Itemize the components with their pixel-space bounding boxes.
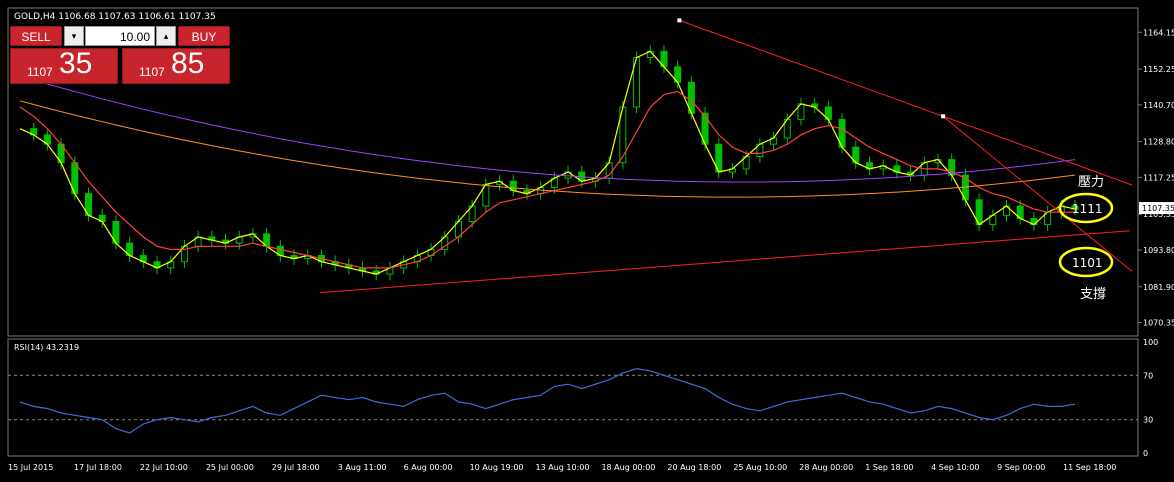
buy-price-prefix: 1107 (139, 65, 165, 79)
rsi-tick-label: 70 (1143, 371, 1153, 380)
rsi-chart-frame (7, 338, 1139, 457)
lot-size-input[interactable]: 10.00 (85, 26, 155, 46)
support-trendline (319, 230, 1131, 294)
price-tick-label: 1070.35 (1143, 319, 1174, 328)
time-axis-label: 3 Aug 11:00 (338, 463, 387, 472)
long-ma-line (19, 100, 1076, 198)
time-axis-label: 29 Jul 18:00 (272, 463, 320, 472)
sell-button[interactable]: SELL (10, 26, 62, 46)
long-ma-line (19, 75, 1076, 183)
time-axis-label: 4 Sep 10:00 (931, 463, 979, 472)
price-tick-label: 1140.70 (1143, 101, 1174, 110)
current-price-box (1139, 202, 1174, 215)
rsi-tick-label: 100 (1143, 338, 1158, 347)
price-series-line (19, 50, 1076, 275)
rsi-tick-label: 30 (1143, 416, 1153, 425)
current-price-label: 1107.35 (1142, 204, 1174, 213)
time-axis-label: 6 Aug 00:00 (404, 463, 453, 472)
time-axis-label: 9 Sep 00:00 (997, 463, 1045, 472)
resistance-trendline (679, 19, 1133, 186)
sell-price-pips: 35 (59, 47, 93, 80)
time-axis-label: 17 Jul 18:00 (74, 463, 122, 472)
support-label: 支撐 (1080, 287, 1106, 302)
time-axis-label: 20 Aug 18:00 (667, 463, 721, 472)
support-ellipse (1058, 246, 1114, 278)
price-tick-label: 1128.80 (1143, 138, 1174, 147)
price-tick-label: 1105.35 (1143, 210, 1174, 219)
time-axis-label: 1 Sep 18:00 (865, 463, 913, 472)
price-series-line (19, 90, 1075, 269)
rsi-title: RSI(14) 43.2319 (14, 343, 79, 352)
main-chart-frame (7, 7, 1139, 337)
time-axis-label: 10 Aug 19:00 (470, 463, 524, 472)
time-axis-label: 25 Aug 10:00 (733, 463, 787, 472)
lot-increase-icon[interactable]: ▴ (156, 26, 176, 46)
time-axis-label: 15 Jul 2015 (8, 463, 53, 472)
buy-price-pips: 85 (171, 47, 205, 80)
buy-button[interactable]: BUY (178, 26, 230, 46)
resistance-trendline (942, 115, 1133, 272)
time-axis-label: 11 Sep 18:00 (1063, 463, 1116, 472)
sell-price-box[interactable]: 1107 35 (10, 47, 118, 84)
chart-symbol-label: GOLD,H4 1106.68 1107.63 1106.61 1107.35 (14, 12, 216, 22)
resistance-label: 壓力 (1078, 175, 1104, 190)
rsi-line (19, 367, 1076, 434)
time-axis-label: 25 Jul 00:00 (206, 463, 254, 472)
price-tick-label: 1117.25 (1143, 173, 1174, 182)
rsi-tick-label: 0 (1143, 449, 1148, 458)
resistance-ellipse (1058, 192, 1114, 224)
time-axis-label: 18 Aug 00:00 (601, 463, 655, 472)
sell-price-prefix: 1107 (27, 65, 53, 79)
support-value: 1101 (1072, 256, 1103, 270)
resistance-value: 1111 (1072, 202, 1103, 216)
price-tick-label: 1152.25 (1143, 65, 1174, 74)
trendline-anchor (677, 18, 682, 23)
price-tick-label: 1081.90 (1143, 283, 1174, 292)
price-tick-label: 1164.15 (1143, 28, 1174, 37)
price-tick-label: 1093.80 (1143, 246, 1174, 255)
candle-body (1071, 205, 1079, 210)
buy-price-box[interactable]: 1107 85 (122, 47, 230, 84)
lot-decrease-icon[interactable]: ▾ (64, 26, 84, 46)
trendline-anchor (941, 114, 946, 119)
time-axis-label: 28 Aug 00:00 (799, 463, 853, 472)
time-axis-label: 22 Jul 10:00 (140, 463, 188, 472)
one-click-trading-panel: SELL ▾ 10.00 ▴ BUY 1107 35 1107 85 (10, 26, 230, 84)
time-axis-label: 13 Aug 10:00 (536, 463, 590, 472)
